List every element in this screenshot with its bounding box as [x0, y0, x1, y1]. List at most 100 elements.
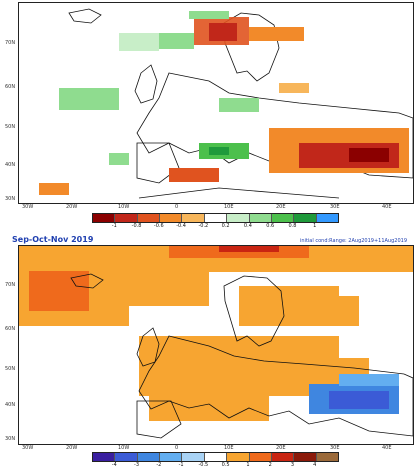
map-1-svg: [39, 8, 413, 199]
colorbar-tick-label: 0.5: [221, 462, 230, 468]
colorbar-segment: [249, 453, 272, 461]
colorbar-segment: [204, 214, 228, 222]
colorbar-tick-label: -3: [134, 462, 140, 468]
colorbar-segment: [115, 453, 138, 461]
lat-label: 60N: [5, 84, 16, 90]
anomaly-patch: [219, 246, 279, 252]
anomaly-patch: [149, 396, 269, 421]
lon-label: 10E: [224, 204, 234, 210]
lon-label: 30E: [330, 204, 340, 210]
anomaly-patch: [189, 11, 229, 19]
colorbar-tick-label: -1: [111, 223, 117, 229]
anomaly-patch: [329, 391, 389, 409]
forecast-panel-2: Sep-Oct-Nov 2019 initial cond:Range: 2Au…: [0, 232, 419, 469]
lon-label: 30W: [22, 204, 34, 210]
colorbar-segment: [316, 214, 338, 222]
coastline-iberia-2: [136, 400, 182, 439]
map-1: [18, 2, 414, 204]
lat-label: 70N: [5, 40, 16, 46]
lon-label: 10E: [224, 445, 234, 451]
anomaly-patch: [339, 374, 399, 386]
lon-label: 40E: [382, 204, 392, 210]
colorbar-tick-label: -0.4: [176, 223, 186, 229]
lat-label: 30N: [5, 436, 16, 442]
colorbar-segment: [316, 453, 338, 461]
colorbar-tick-label: -4: [111, 462, 117, 468]
lat-label: 40N: [5, 162, 16, 168]
colorbar-tick-label: 0.6: [266, 223, 275, 229]
colorbar-1: [92, 213, 339, 223]
lon-label: 20W: [66, 445, 78, 451]
coastline-iceland-1: [68, 8, 102, 24]
lat-label: 50N: [5, 366, 16, 372]
lon-label: 20E: [276, 445, 286, 451]
colorbar-segment: [204, 453, 228, 461]
coastline-iceland-2: [70, 273, 104, 289]
anomaly-patch: [209, 147, 229, 155]
colorbar-tick-label: 1: [246, 462, 250, 468]
colorbar-tick-label: -0.6: [153, 223, 164, 229]
colorbar-tick-label: -0.2: [198, 223, 209, 229]
colorbar-tick-label: -2: [156, 462, 162, 468]
lat-label: 50N: [5, 124, 16, 130]
colorbar-tick-label: -0.5: [198, 462, 209, 468]
anomaly-patch: [249, 27, 304, 41]
anomaly-patch: [159, 33, 194, 49]
anomaly-patch: [349, 148, 389, 162]
anomaly-patch: [169, 168, 219, 182]
panel-2-subtitle: initial cond:Range: 2Aug2019+11Aug2019: [300, 238, 408, 244]
colorbar-segment: [227, 453, 250, 461]
coastline-scandinavia-1: [223, 12, 280, 82]
anomaly-patch: [319, 296, 359, 326]
anomaly-patch: [39, 183, 69, 195]
lat-label: 60N: [5, 326, 16, 332]
colorbar-2-ticks: -4 -3 -2 -1 -0.5 0.5 1 2 3 4: [92, 462, 337, 469]
panel-2-title: Sep-Oct-Nov 2019: [12, 235, 94, 244]
coastline-europe-2: [138, 335, 413, 437]
anomaly-patch: [129, 266, 209, 306]
coastline-uk-2: [136, 327, 160, 367]
colorbar-tick-label: 3: [290, 462, 295, 468]
coastline-africa-1: [138, 187, 340, 199]
colorbar-segment: [227, 214, 250, 222]
lon-label: 30E: [330, 445, 340, 451]
map-2: [18, 245, 414, 445]
colorbar-segment: [182, 453, 205, 461]
lon-label: 30W: [22, 445, 34, 451]
coastline-uk-1: [134, 64, 158, 104]
colorbar-tick-label: 4: [313, 462, 317, 468]
lon-label: 10W: [118, 204, 130, 210]
coastline-scandinavia-2: [223, 275, 285, 347]
colorbar-tick-label: 0.4: [243, 223, 252, 229]
colorbar-segment: [160, 214, 183, 222]
lat-label: 40N: [5, 402, 16, 408]
colorbar-segment: [271, 214, 295, 222]
forecast-panel-1: 70N 60N 50N 40N 30N 30W 20W 10W 0 10E 20…: [0, 0, 419, 232]
lon-label: 20W: [66, 204, 78, 210]
colorbar-tick-label: 0.8: [288, 223, 297, 229]
colorbar-segment: [160, 453, 183, 461]
anomaly-patch: [29, 271, 89, 311]
lon-label: 10W: [118, 445, 130, 451]
anomaly-patch: [109, 153, 129, 165]
lat-label: 70N: [5, 282, 16, 288]
colorbar-segment: [294, 453, 317, 461]
colorbar-tick-label: 0.2: [221, 223, 230, 229]
colorbar-segment: [271, 453, 295, 461]
colorbar-segment: [137, 214, 161, 222]
colorbar-2: [92, 452, 339, 462]
anomaly-patch: [279, 83, 309, 93]
anomaly-patch: [219, 98, 259, 112]
colorbar-1-ticks: -1 -0.8 -0.6 -0.4 -0.2 0.2 0.4 0.6 0.8 1: [92, 223, 337, 231]
colorbar-tick-label: 2: [268, 462, 272, 468]
colorbar-segment: [115, 214, 138, 222]
map-2-svg: [19, 246, 413, 439]
lon-label: 0: [175, 204, 179, 210]
anomaly-patch: [119, 33, 159, 51]
colorbar-tick-label: 1: [313, 223, 317, 229]
colorbar-tick-label: -0.8: [131, 223, 142, 229]
lon-label: 40E: [382, 445, 392, 451]
anomaly-patch: [59, 88, 119, 110]
colorbar-segment: [93, 453, 116, 461]
colorbar-segment: [182, 214, 205, 222]
